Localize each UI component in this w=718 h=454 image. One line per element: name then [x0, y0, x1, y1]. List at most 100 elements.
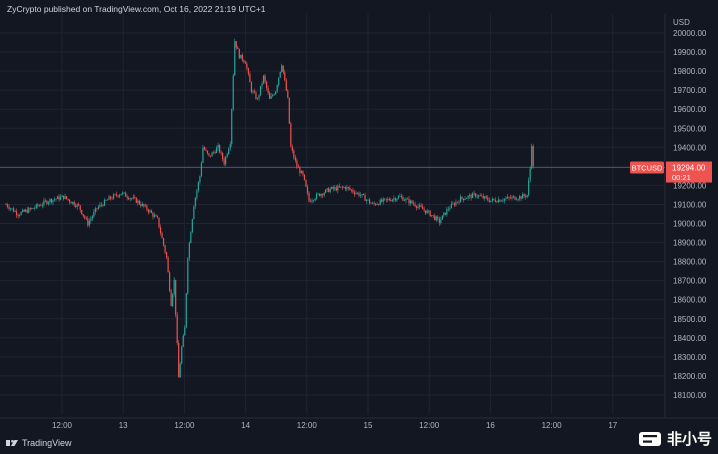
- price-tick-label: 19900.00: [673, 48, 707, 57]
- price-tick-label: 18600.00: [673, 296, 707, 305]
- candle-body: [228, 148, 230, 155]
- time-tick-label: 17: [608, 421, 617, 430]
- tradingview-footer[interactable]: TradingView: [6, 438, 72, 448]
- candle-body: [41, 204, 43, 206]
- candle-body: [50, 199, 53, 203]
- candle-body: [444, 212, 446, 215]
- candle-body: [512, 196, 515, 198]
- candle-body: [69, 199, 71, 203]
- price-tick-label: 19500.00: [673, 124, 707, 133]
- candle-body: [272, 95, 274, 96]
- candle-body: [117, 195, 119, 197]
- time-tick-label: 12:00: [297, 421, 318, 430]
- candle-body: [491, 198, 493, 201]
- candle-body: [496, 201, 498, 203]
- time-axis[interactable]: 12:00 13 12:00 14 12:00 15 12:00 16 12:00 17: [0, 417, 718, 430]
- candle-body: [346, 187, 348, 190]
- time-tick-label: 12:00: [52, 421, 73, 430]
- candle-body: [87, 218, 89, 226]
- candle-body: [5, 204, 7, 206]
- candle-body: [517, 199, 519, 200]
- candle-body: [23, 209, 25, 212]
- candle-body: [232, 75, 234, 110]
- candle-body: [203, 147, 206, 150]
- candle-body: [514, 196, 516, 200]
- candle-body: [11, 208, 13, 210]
- candle-body: [340, 186, 342, 188]
- candle-body: [209, 155, 212, 157]
- candle-body: [378, 204, 380, 205]
- candle-body: [399, 196, 401, 197]
- candle-body: [403, 200, 406, 202]
- candle-body: [106, 199, 109, 201]
- candle-body: [423, 209, 425, 211]
- candle-body: [355, 193, 357, 194]
- candle-body: [185, 293, 187, 328]
- candle-body: [199, 176, 201, 183]
- candle-body: [279, 71, 281, 78]
- candle-body: [158, 217, 160, 228]
- time-tick-label: 12:00: [419, 421, 440, 430]
- candle-body: [411, 200, 413, 204]
- candle-body: [240, 54, 242, 59]
- candle-body: [337, 186, 339, 191]
- price-axis[interactable]: 20000.00 19900.00 19800.00 19700.00 19600.00…: [664, 14, 707, 418]
- candle-body: [138, 200, 140, 205]
- candle-body: [137, 200, 139, 203]
- candle-body: [215, 147, 218, 153]
- candle-body: [520, 196, 522, 199]
- candle-body: [435, 216, 437, 221]
- candle-body: [525, 196, 527, 197]
- candle-body: [503, 198, 506, 201]
- candle-body: [376, 204, 378, 205]
- candle-body: [200, 162, 203, 177]
- candle-body: [364, 194, 366, 201]
- candle-body: [202, 147, 204, 163]
- price-tick-label: 18500.00: [673, 315, 707, 324]
- candle-body: [493, 198, 495, 200]
- candle-body: [235, 41, 237, 48]
- candle-body: [64, 196, 66, 199]
- candle-body: [159, 227, 162, 234]
- candle-body: [76, 204, 78, 207]
- price-tag-countdown: 00:21: [672, 173, 691, 182]
- candle-body: [385, 198, 387, 200]
- candle-body: [450, 203, 453, 209]
- candle-body: [102, 204, 104, 206]
- price-tag-value-bg: [666, 161, 712, 183]
- candle-body: [281, 65, 283, 72]
- candle-body: [243, 60, 245, 63]
- candle-body: [518, 196, 521, 200]
- candle-body: [128, 197, 130, 200]
- time-tick-label: 12:00: [542, 421, 563, 430]
- candle-body: [62, 195, 65, 199]
- candle-body: [305, 180, 307, 187]
- candle-body: [53, 199, 56, 201]
- candle-body: [409, 200, 412, 204]
- candle-body: [308, 192, 310, 201]
- candle-body: [350, 189, 353, 191]
- price-tick-label: 19800.00: [673, 67, 707, 76]
- candle-body: [287, 90, 289, 98]
- candle-body: [162, 238, 165, 246]
- candle-body: [19, 214, 21, 216]
- candle-body: [529, 168, 531, 181]
- candle-body: [431, 215, 433, 217]
- candle-body: [372, 203, 374, 204]
- candle-body: [31, 208, 33, 209]
- candle-body: [47, 202, 50, 204]
- time-tick-label: 16: [486, 421, 495, 430]
- candle-body: [500, 200, 503, 202]
- candle-body: [494, 199, 496, 202]
- candle-body: [26, 209, 28, 213]
- candle-body: [29, 208, 31, 209]
- candle-body: [370, 203, 372, 204]
- candle-body: [347, 187, 349, 188]
- candle-body: [490, 200, 492, 202]
- candle-body: [193, 206, 195, 220]
- candle-body: [388, 199, 390, 201]
- candle-body: [46, 200, 48, 204]
- candle-body: [55, 198, 57, 200]
- candle-body: [37, 204, 39, 207]
